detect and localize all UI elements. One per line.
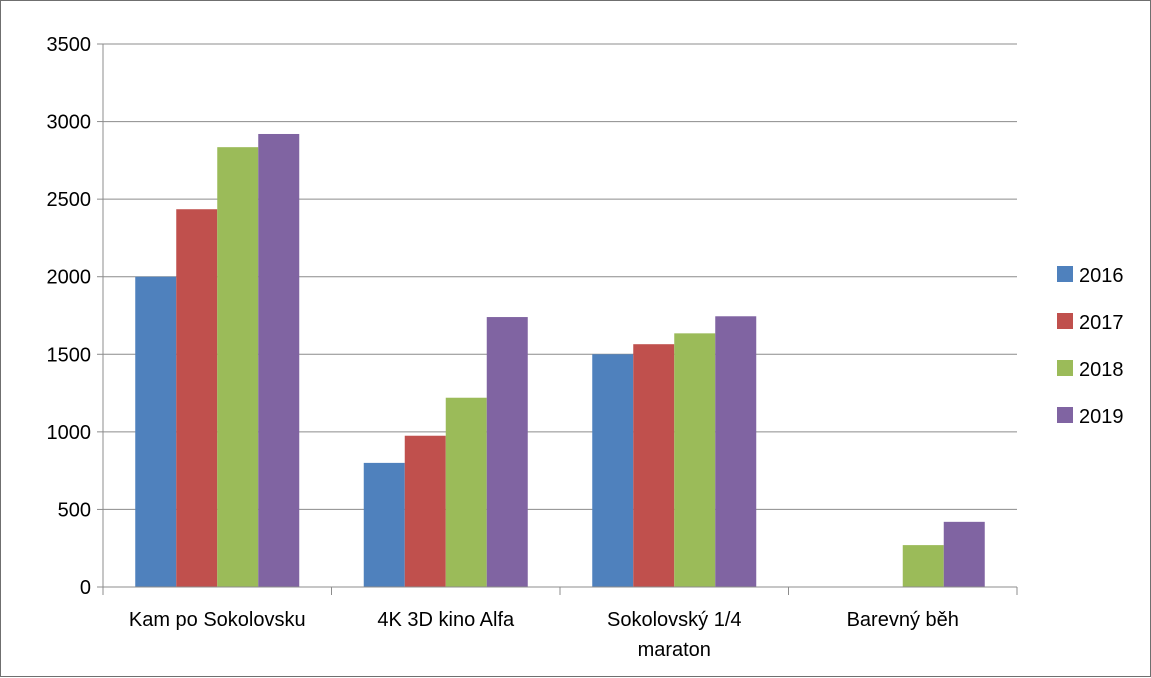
bar [176,209,218,587]
x-category-label: Barevný běh [847,609,959,631]
x-category-label: 4K 3D kino Alfa [377,609,515,631]
bar [633,344,675,587]
y-tick-label: 3000 [47,112,92,134]
legend-label: 2016 [1079,265,1124,287]
bar [674,333,716,587]
axes: 0 500 1000 1500 2000 2500 3000 3500 Kam po Sokol… [47,34,1018,661]
legend-label: 2018 [1079,359,1124,381]
bars [135,133,985,588]
y-tick-label: 1000 [47,422,92,444]
y-tick-label: 500 [58,499,91,521]
bar [486,317,528,587]
bar [135,276,177,587]
legend-swatch [1057,360,1073,376]
x-category-label: maraton [638,639,711,661]
bar [258,133,300,588]
y-tick-label: 2500 [47,189,92,211]
bar [902,545,944,587]
y-tick-label: 1500 [47,344,92,366]
bar [445,397,487,587]
bar [715,316,757,587]
legend-label: 2019 [1079,406,1124,428]
legend-swatch [1057,266,1073,282]
bar [363,462,405,587]
x-category-label: Sokolovský 1/4 [607,609,742,631]
bar [404,435,446,587]
legend-label: 2017 [1079,312,1124,334]
bar [943,521,985,587]
legend: 2016 2017 2018 2019 [1057,265,1124,428]
legend-swatch [1057,407,1073,423]
bar [217,147,259,588]
x-category-label: Kam po Sokolovsku [129,609,306,631]
bar [592,354,634,587]
y-tick-label: 0 [80,577,91,599]
y-tick-label: 2000 [47,267,92,289]
y-tick-label: 3500 [47,34,92,56]
legend-swatch [1057,313,1073,329]
